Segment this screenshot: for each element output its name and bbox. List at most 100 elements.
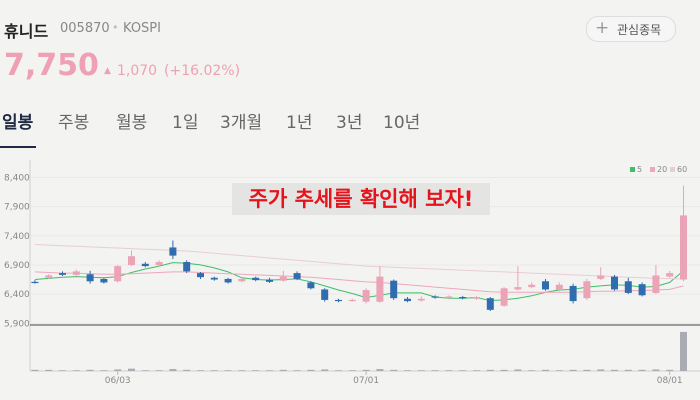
candle-body <box>100 278 108 283</box>
volume-bar <box>431 370 439 371</box>
volume-bar <box>680 331 687 371</box>
y-tick-label: 5,900 <box>4 319 30 329</box>
period-tab[interactable]: 10년 <box>383 113 421 133</box>
candle-body <box>652 275 660 293</box>
volume-bar <box>31 369 39 371</box>
candle-body <box>583 281 591 299</box>
volume-bar <box>404 370 411 371</box>
volume-bar <box>555 370 563 371</box>
volume-bar <box>459 370 467 371</box>
volume-bar <box>624 369 632 371</box>
volume-bar <box>445 370 453 371</box>
volume-bar <box>279 369 287 371</box>
candle-body <box>597 275 605 279</box>
x-tick-label: 08/01 <box>657 376 683 386</box>
stock-name: 휴니드 <box>4 22 49 41</box>
candle-body <box>445 296 453 299</box>
candle-body <box>638 284 646 296</box>
candle-body <box>183 262 191 272</box>
candle-body <box>362 290 370 302</box>
period-tab[interactable]: 1일 <box>172 113 199 133</box>
period-tab[interactable]: 일봉 <box>2 113 34 133</box>
volume-bar <box>486 369 494 371</box>
volume-bar <box>638 369 646 371</box>
volume-bar <box>611 369 618 371</box>
volume-bar <box>266 370 273 371</box>
volume-bar <box>197 370 204 371</box>
volume-bar <box>583 369 591 371</box>
volume-bar <box>514 369 522 371</box>
volume-bar <box>114 369 122 371</box>
candle-body <box>666 273 674 277</box>
volume-bar <box>183 369 191 371</box>
price-change: 1,070 <box>117 63 158 79</box>
volume-bar <box>335 370 342 371</box>
candle-body <box>266 279 273 282</box>
candle-body <box>555 284 563 291</box>
period-tab[interactable]: 월봉 <box>116 113 148 133</box>
active-tab-underline <box>0 146 36 148</box>
volume-bar <box>528 370 536 371</box>
volume-bar <box>542 369 549 371</box>
volume-bar <box>362 369 370 371</box>
candle-body <box>293 273 301 279</box>
candle-body <box>376 276 384 302</box>
volume-bar <box>417 370 425 371</box>
candle-body <box>335 299 342 302</box>
candle-body <box>500 288 508 306</box>
volume-bar <box>390 369 398 371</box>
watch-button[interactable]: + 관심종목 <box>586 16 676 42</box>
price-change-pct: (+16.02%) <box>164 63 241 79</box>
candle-body <box>486 298 494 310</box>
candle-body <box>252 277 260 281</box>
volume-bar <box>72 370 80 371</box>
x-tick-label: 07/01 <box>353 376 379 386</box>
volume-bar <box>59 370 66 371</box>
candle-body <box>569 285 577 302</box>
candle-body <box>155 262 163 265</box>
ma-line <box>34 244 684 280</box>
candle-body <box>72 271 80 275</box>
candle-body <box>169 247 177 256</box>
candle-body <box>141 263 149 267</box>
separator-dot: • <box>112 21 119 34</box>
y-tick-label: 6,400 <box>4 290 30 300</box>
volume-bar <box>141 370 149 371</box>
volume-bar <box>666 369 674 371</box>
period-tab[interactable]: 주봉 <box>58 113 90 133</box>
volume-bar <box>169 369 177 371</box>
period-tab[interactable]: 3년 <box>336 113 363 133</box>
volume-bar <box>293 370 301 371</box>
candle-body <box>114 266 122 282</box>
price: 7,750 <box>4 48 99 83</box>
volume-bar <box>597 369 605 371</box>
x-tick-label: 06/03 <box>105 376 131 386</box>
volume-bar <box>473 370 480 371</box>
legend-label: 20 <box>657 165 667 174</box>
candle-body <box>348 299 356 302</box>
y-tick-label: 6,900 <box>4 261 30 271</box>
candle-body <box>238 278 246 282</box>
volume-bar <box>321 369 329 371</box>
legend-swatch <box>630 167 635 172</box>
volume-bar <box>45 369 53 371</box>
legend-label: 60 <box>677 165 687 174</box>
volume-bar <box>210 370 218 371</box>
period-tab[interactable]: 1년 <box>286 113 313 133</box>
volume-bar <box>652 369 660 371</box>
legend-swatch <box>670 167 675 172</box>
volume-bar <box>348 370 356 371</box>
y-tick-label: 8,400 <box>4 173 30 183</box>
candle-body <box>321 289 329 300</box>
candle-body <box>197 273 204 278</box>
volume-bar <box>500 369 508 371</box>
period-tab[interactable]: 3개월 <box>220 113 263 133</box>
volume-bar <box>155 370 163 371</box>
candle-body <box>390 280 398 299</box>
volume-bar <box>307 369 315 371</box>
legend-swatch <box>650 167 655 172</box>
stock-market: KOSPI <box>123 21 161 36</box>
y-tick-label: 7,400 <box>4 232 30 242</box>
